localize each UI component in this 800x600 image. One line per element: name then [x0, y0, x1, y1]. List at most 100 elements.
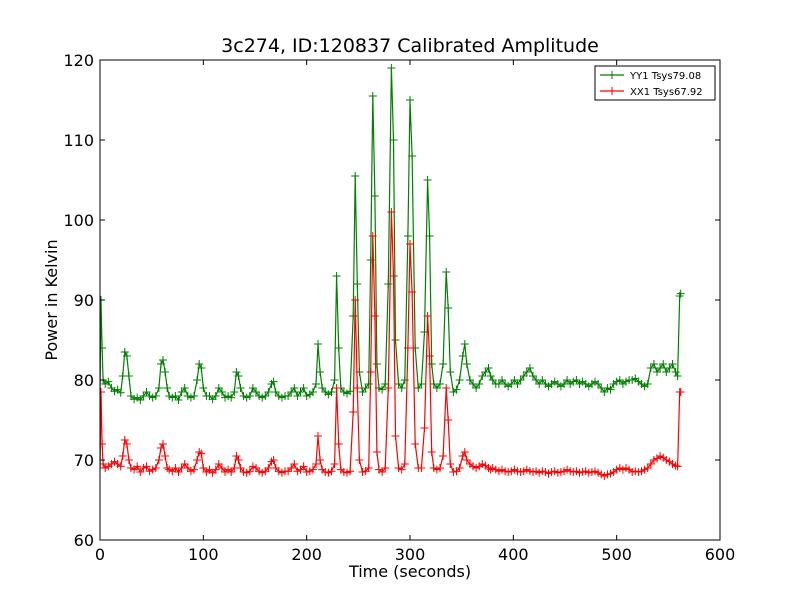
data-point-marker [154, 384, 163, 392]
data-point-marker [234, 372, 243, 380]
data-point-marker [411, 440, 420, 448]
y-tick-label: 100 [63, 211, 94, 230]
ticks-layer: 0 100 200 300 400 500 600 60 70 80 90 100 110 120 [63, 51, 735, 564]
legend-label: XX1 Tsys67.92 [630, 87, 703, 98]
data-point-marker [381, 464, 390, 472]
data-point-marker [299, 384, 308, 392]
chart-title: 3c274, ID:120837 Calibrated Amplitude [221, 35, 599, 57]
x-tick-label: 300 [395, 545, 426, 564]
data-point-marker [408, 152, 417, 160]
data-point-marker [312, 380, 320, 388]
data-point-marker [417, 380, 426, 388]
data-point-marker [378, 385, 387, 394]
data-point-marker [118, 452, 127, 460]
data-point-marker [673, 372, 682, 380]
series-2 [100, 208, 685, 480]
data-point-marker [122, 440, 131, 448]
y-axis-label: Power in Kelvin [42, 239, 61, 360]
plot-area [100, 64, 685, 480]
data-point-marker [290, 384, 299, 392]
data-point-marker [372, 360, 381, 368]
data-point-marker [116, 388, 125, 397]
data-point-marker [389, 136, 398, 144]
data-point-marker [190, 392, 198, 400]
data-point-marker [446, 460, 455, 468]
data-point-marker [312, 460, 320, 468]
data-point-marker [475, 380, 484, 388]
data-point-marker [308, 388, 317, 396]
data-point-marker [154, 456, 163, 464]
data-point-marker [673, 462, 682, 471]
data-point-marker [423, 312, 432, 320]
data-point-marker [236, 384, 245, 392]
data-point-marker [316, 456, 325, 464]
y-tick-label: 60 [74, 531, 94, 550]
data-point-marker [368, 232, 377, 240]
legend-marker [608, 71, 616, 79]
data-point-marker [351, 296, 360, 304]
y-tick-label: 70 [74, 451, 94, 470]
data-point-marker [364, 380, 373, 388]
data-point-marker [649, 360, 658, 368]
y-tick-label: 110 [63, 131, 94, 150]
data-point-marker [417, 464, 426, 472]
data-point-marker [446, 368, 455, 376]
data-point-marker [460, 340, 469, 348]
data-point-marker [452, 385, 461, 394]
data-point-marker [368, 92, 377, 100]
data-point-marker [159, 356, 167, 364]
data-point-marker [425, 352, 434, 360]
x-axis-label: Time (seconds) [348, 562, 471, 581]
data-point-marker [180, 384, 189, 392]
data-point-marker [116, 462, 125, 471]
data-point-marker [427, 448, 436, 456]
data-point-marker [397, 465, 406, 474]
data-point-marker [124, 456, 133, 464]
plot-frame [99, 59, 721, 541]
data-point-marker [163, 384, 172, 392]
data-point-marker [334, 344, 343, 352]
data-point-marker [439, 452, 448, 460]
data-point-marker [364, 464, 373, 472]
data-point-marker [211, 392, 220, 400]
data-point-marker [197, 364, 206, 372]
data-point-marker [346, 467, 355, 476]
data-point-marker [159, 440, 167, 448]
data-point-marker [676, 388, 685, 396]
y-tick-label: 80 [74, 371, 94, 390]
data-point-marker [299, 462, 308, 471]
legend-marker [608, 87, 616, 95]
data-point-marker [120, 436, 129, 444]
data-point-marker [671, 368, 680, 376]
x-tick-label: 0 [95, 545, 105, 564]
x-tick-label: 200 [291, 545, 322, 564]
data-point-marker [234, 456, 243, 464]
legend-box [594, 65, 716, 101]
data-point-marker [427, 360, 436, 368]
data-point-marker [174, 396, 183, 404]
data-point-marker [190, 465, 198, 474]
data-point-marker [643, 380, 652, 388]
data-point-marker [659, 360, 668, 368]
data-point-marker [330, 376, 339, 384]
data-point-marker [462, 360, 471, 368]
data-point-marker [163, 464, 172, 472]
data-point-marker [327, 388, 336, 396]
data-point-marker [100, 388, 105, 396]
data-point-marker [423, 176, 432, 184]
data-point-marker [264, 388, 273, 396]
data-point-marker [397, 384, 406, 392]
data-point-marker [314, 340, 322, 348]
data-point-marker [366, 368, 375, 376]
data-point-marker [133, 462, 142, 471]
data-point-marker [264, 464, 273, 472]
data-point-marker [411, 344, 420, 352]
data-point-marker [195, 360, 204, 368]
data-point-marker [387, 208, 396, 216]
data-point-marker [458, 352, 467, 360]
data-point-marker [455, 464, 464, 472]
data-point-marker [389, 272, 398, 280]
x-tick-label: 100 [188, 545, 219, 564]
